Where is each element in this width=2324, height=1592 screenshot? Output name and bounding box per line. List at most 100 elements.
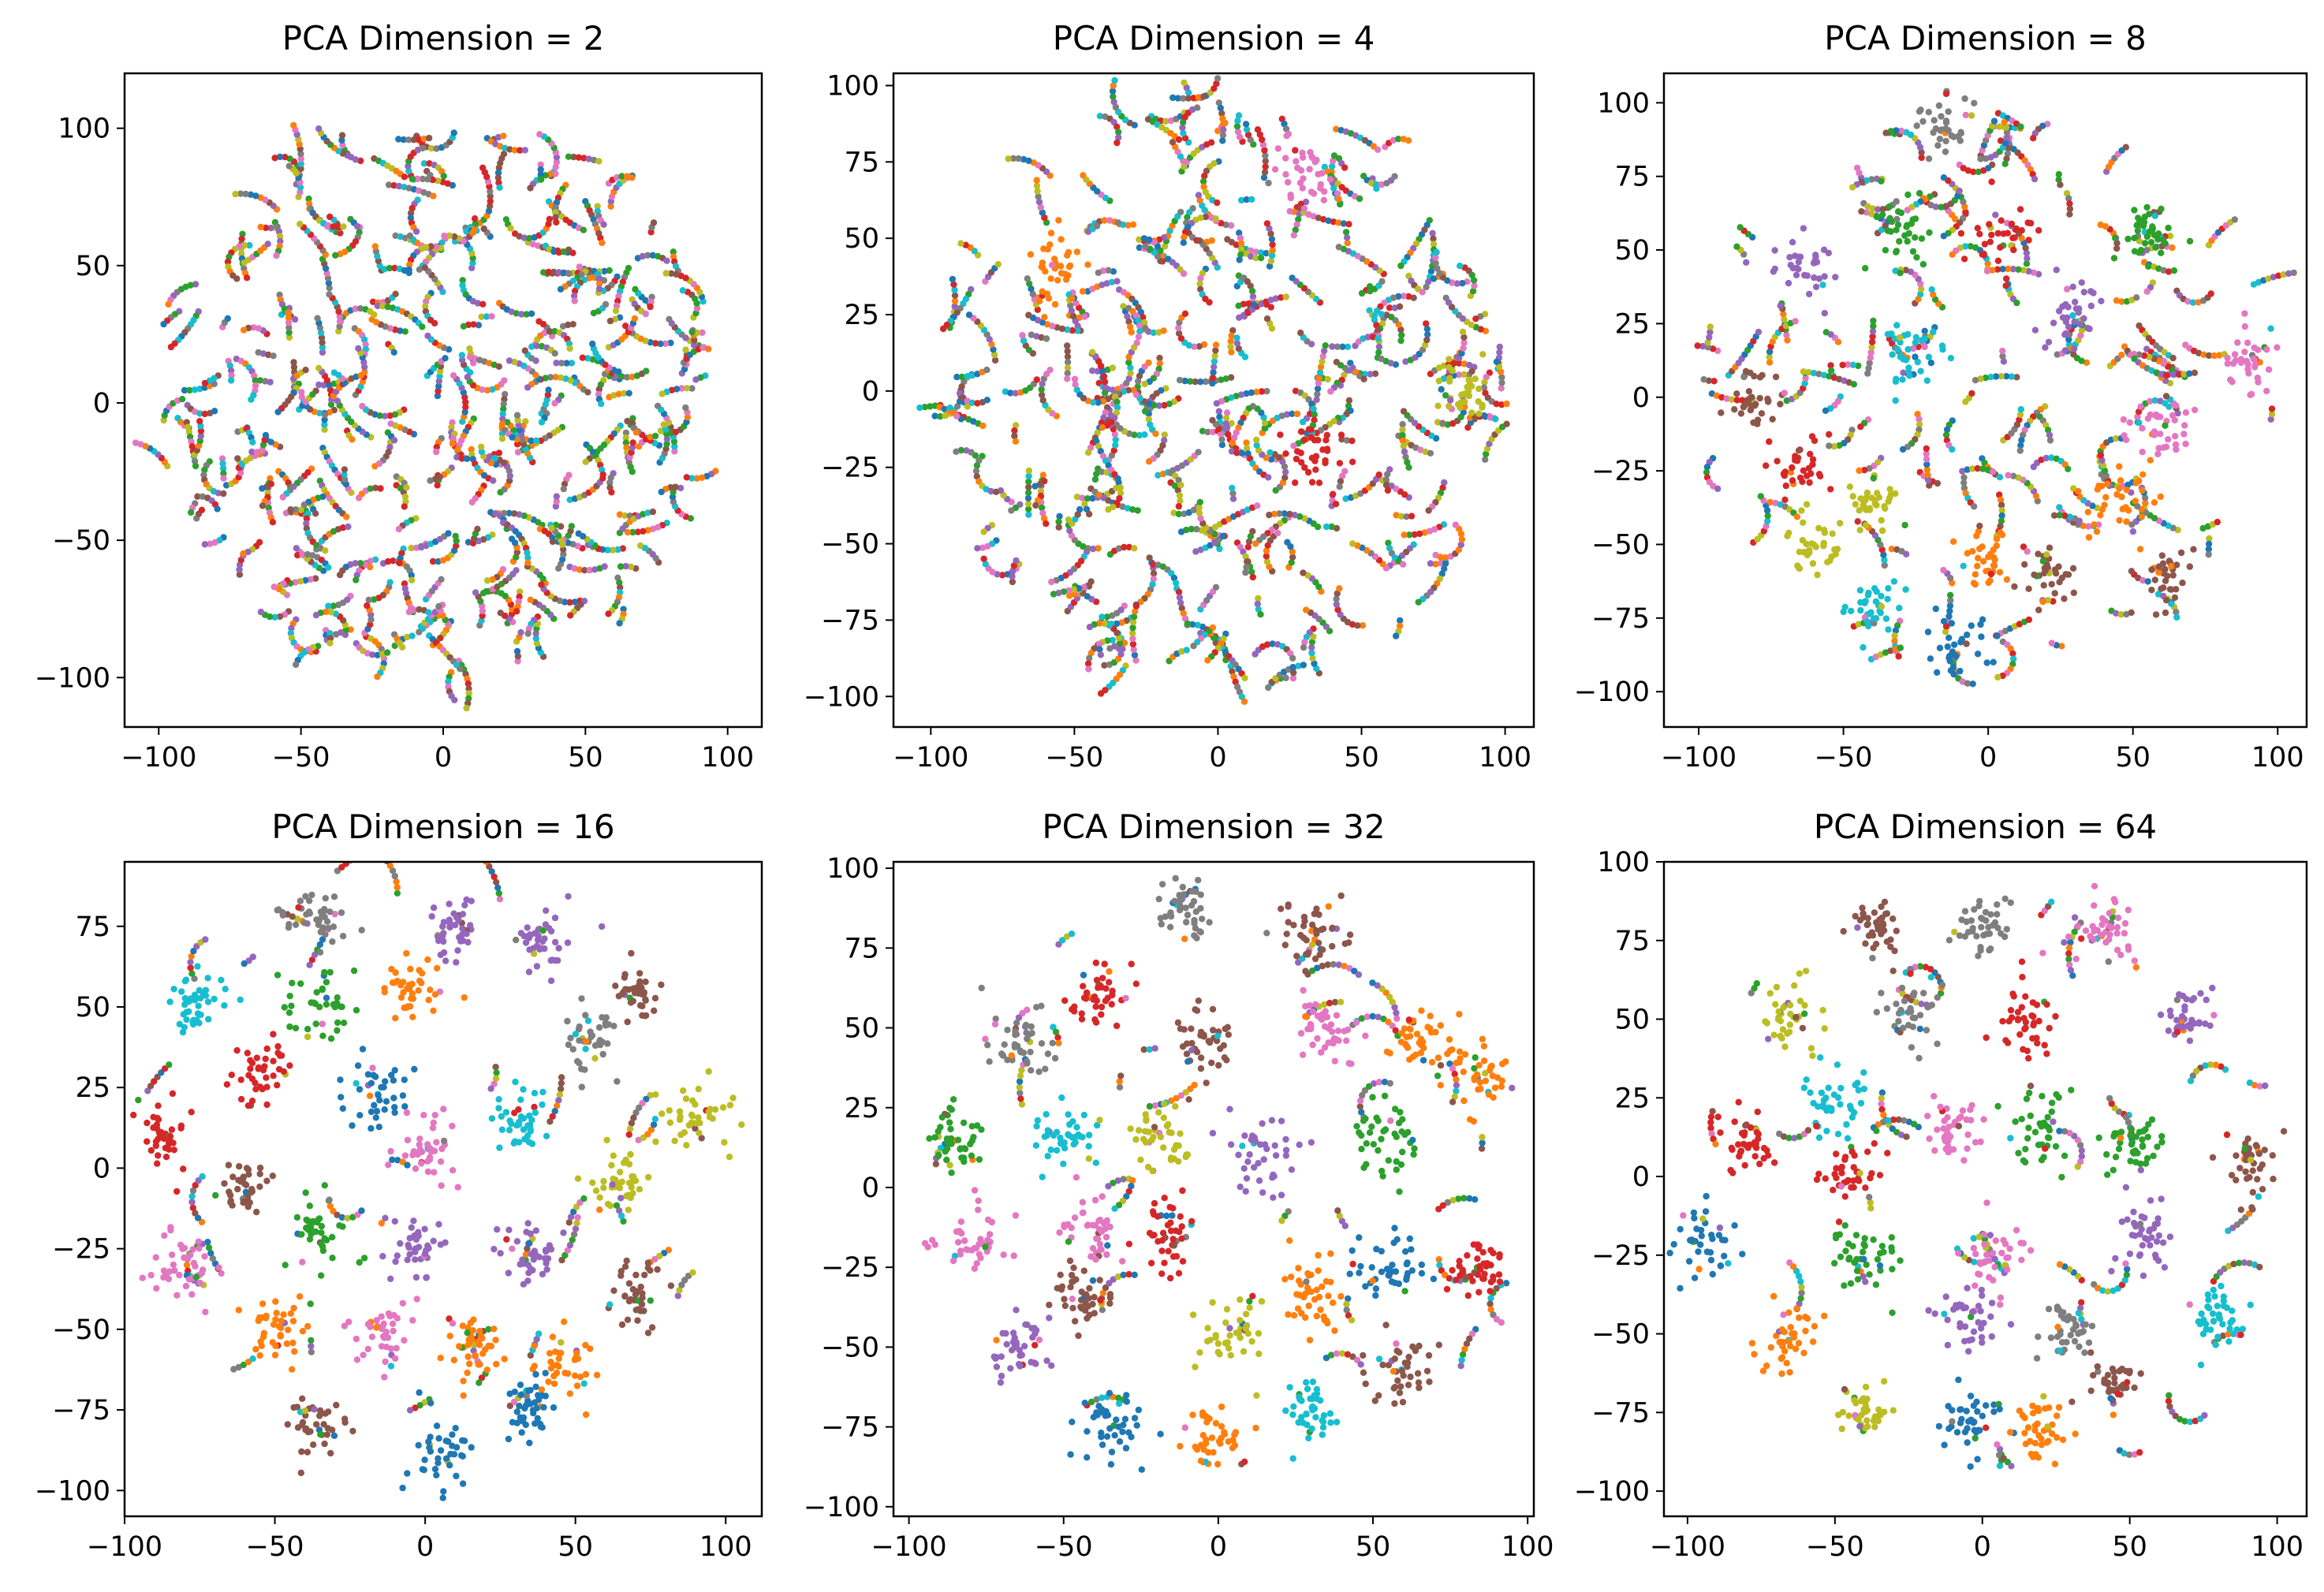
scatter-point: [1025, 467, 1033, 475]
scatter-point: [1064, 342, 1071, 349]
scatter-point: [1009, 578, 1017, 586]
scatter-point: [1325, 217, 1332, 225]
scatter-point: [1106, 217, 1114, 224]
scatter-point: [1263, 547, 1270, 554]
scatter-point: [489, 386, 496, 393]
scatter-point: [401, 328, 408, 335]
scatter-point: [1036, 297, 1043, 304]
scatter-point: [1125, 359, 1132, 366]
scatter-point: [1781, 315, 1788, 323]
scatter-point: [2232, 357, 2240, 364]
scatter-point: [343, 513, 350, 520]
scatter-point: [1375, 326, 1382, 334]
scatter-point: [1324, 375, 1331, 383]
scatter-point: [958, 373, 966, 381]
scatter-point: [292, 506, 300, 513]
scatter-point: [1457, 531, 1465, 538]
scatter-point: [167, 343, 175, 351]
scatter-point: [1333, 359, 1341, 366]
scatter-point: [1998, 373, 2005, 380]
scatter-point: [1364, 334, 1371, 341]
scatter-point: [1042, 401, 1049, 409]
scatter-point: [1422, 448, 1429, 456]
scatter-point: [1127, 364, 1134, 371]
scatter-point: [270, 352, 277, 360]
scatter-point: [1081, 501, 1088, 508]
scatter-point: [2101, 467, 2109, 474]
scatter-point: [419, 144, 427, 152]
scatter-point: [1175, 502, 1183, 510]
scatter-point: [1839, 361, 1846, 369]
scatter-point: [1043, 335, 1050, 342]
scatter-point: [211, 380, 218, 388]
scatter-point: [336, 323, 343, 330]
scatter-point: [465, 690, 472, 697]
scatter-point: [1307, 149, 1314, 156]
scatter-point: [1310, 213, 1317, 220]
scatter-point: [1745, 388, 1753, 395]
scatter-point: [1046, 367, 1054, 374]
scatter-point: [1954, 192, 1961, 199]
scatter-point: [1925, 155, 1933, 162]
scatter-point: [1426, 528, 1434, 535]
scatter-point: [349, 436, 356, 443]
scatter-point: [408, 576, 416, 583]
y-tick-label: −50: [821, 529, 879, 561]
scatter-point: [1301, 464, 1308, 472]
scatter-point: [549, 538, 557, 546]
scatter-point: [513, 567, 520, 574]
scatter-point: [557, 374, 565, 382]
scatter-point: [386, 264, 394, 272]
scatter-point: [663, 440, 670, 448]
scatter-point: [1041, 314, 1048, 321]
scatter-point: [271, 155, 278, 162]
scatter-point: [1900, 369, 1907, 376]
y-tick-label: 75: [844, 147, 879, 178]
scatter-point: [1392, 361, 1400, 368]
scatter-point: [1119, 503, 1126, 510]
scatter-point: [2254, 375, 2261, 382]
scatter-point: [1072, 300, 1080, 307]
scatter-point: [1025, 478, 1032, 486]
scatter-point: [1152, 430, 1159, 438]
scatter-point: [1300, 662, 1307, 669]
scatter-point: [1942, 90, 1950, 98]
scatter-point: [1150, 329, 1158, 337]
scatter-point: [2017, 406, 2024, 413]
scatter-point: [1756, 394, 1763, 402]
scatter-point: [196, 418, 203, 425]
scatter-point: [595, 285, 603, 293]
scatter-point: [1460, 339, 1468, 346]
scatter-point: [1177, 335, 1185, 342]
scatter-point: [1263, 387, 1270, 395]
scatter-point: [1110, 93, 1117, 100]
scatter-point: [553, 154, 561, 161]
scatter-point: [1216, 413, 1223, 420]
scatter-point: [950, 281, 957, 288]
scatter-point: [1128, 329, 1135, 336]
scatter-point: [1180, 270, 1188, 278]
scatter-point: [224, 258, 232, 266]
scatter-point: [1110, 99, 1117, 106]
scatter-point: [381, 266, 388, 273]
scatter-point: [1483, 374, 1490, 381]
x-tick-label: −100: [893, 742, 968, 774]
scatter-point: [132, 439, 140, 446]
scatter-point: [988, 341, 995, 348]
scatter-point: [1109, 636, 1117, 643]
scatter-point: [369, 651, 376, 658]
scatter-point: [1479, 404, 1486, 411]
scatter-point: [1281, 463, 1289, 471]
scatter-point: [551, 350, 558, 357]
scatter-point: [2003, 134, 2010, 141]
scatter-point: [1162, 117, 1169, 125]
scatter-point: [449, 419, 456, 426]
scatter-point: [471, 225, 479, 232]
scatter-point: [1461, 398, 1468, 405]
scatter-point: [1766, 353, 1773, 360]
scatter-point: [1335, 219, 1342, 226]
scatter-point: [616, 579, 623, 586]
scatter-point: [1257, 611, 1264, 618]
scatter-point: [1038, 386, 1045, 393]
scatter-point: [2095, 521, 2102, 528]
